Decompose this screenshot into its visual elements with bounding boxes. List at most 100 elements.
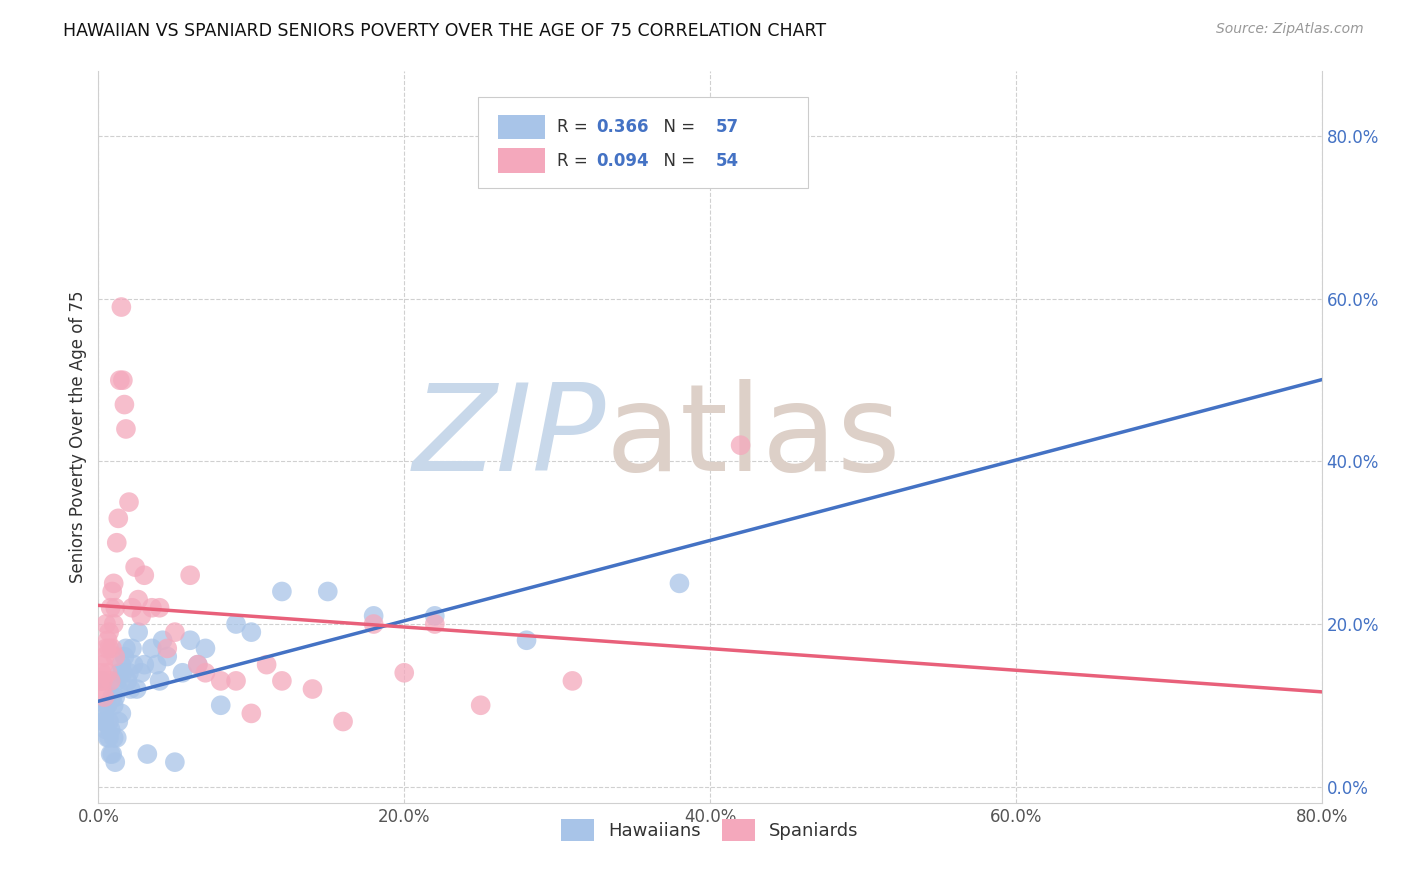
Point <box>91 673 114 688</box>
Point <box>112 398 135 412</box>
Point <box>90 665 112 680</box>
Point <box>149 600 172 615</box>
Point <box>156 649 179 664</box>
Legend: Hawaiians, Spaniards: Hawaiians, Spaniards <box>554 812 866 848</box>
Point <box>516 633 538 648</box>
Point <box>104 690 127 705</box>
Point <box>103 617 125 632</box>
Point <box>111 665 134 680</box>
Point <box>100 723 122 737</box>
Point <box>90 673 112 688</box>
Point <box>93 706 115 721</box>
Point <box>112 649 135 664</box>
Text: 0.366: 0.366 <box>596 118 648 136</box>
Point <box>93 714 115 729</box>
Point <box>103 731 125 745</box>
Point <box>240 706 263 721</box>
Point <box>101 641 124 656</box>
Point <box>240 625 263 640</box>
Point <box>423 617 446 632</box>
Point <box>179 568 201 582</box>
Point <box>93 649 115 664</box>
Point <box>110 300 132 314</box>
Text: Source: ZipAtlas.com: Source: ZipAtlas.com <box>1216 22 1364 37</box>
Point <box>104 649 127 664</box>
Point <box>363 617 385 632</box>
Point <box>94 698 117 713</box>
Point <box>97 698 120 713</box>
Point <box>108 373 131 387</box>
Point <box>118 665 141 680</box>
Point <box>91 657 114 672</box>
Point <box>127 625 149 640</box>
Point <box>301 681 323 696</box>
Point <box>149 673 172 688</box>
Point <box>100 747 122 761</box>
Point <box>225 617 247 632</box>
Point <box>179 633 201 648</box>
Point <box>187 657 209 672</box>
Text: N =: N = <box>652 118 700 136</box>
Point <box>270 584 292 599</box>
Point <box>363 608 385 623</box>
Point <box>125 681 148 696</box>
Point <box>98 625 121 640</box>
Point <box>129 608 152 623</box>
FancyBboxPatch shape <box>498 114 546 139</box>
Point <box>129 665 152 680</box>
Point <box>316 584 339 599</box>
Point <box>97 633 120 648</box>
Point <box>105 731 128 745</box>
Point <box>145 657 167 672</box>
Text: N =: N = <box>652 152 700 169</box>
Point <box>121 600 143 615</box>
Point <box>104 600 127 615</box>
Point <box>194 665 217 680</box>
Point <box>122 657 145 672</box>
Point <box>94 723 117 737</box>
Point <box>107 511 129 525</box>
Point <box>107 714 129 729</box>
Point <box>127 592 149 607</box>
Point <box>105 673 128 688</box>
Point <box>108 665 131 680</box>
Point <box>392 665 416 680</box>
Point <box>117 673 139 688</box>
Point <box>98 731 121 745</box>
FancyBboxPatch shape <box>478 97 808 188</box>
Point <box>332 714 354 729</box>
Point <box>97 731 120 745</box>
FancyBboxPatch shape <box>498 148 546 173</box>
Point <box>225 673 247 688</box>
Point <box>100 600 122 615</box>
Point <box>110 706 132 721</box>
Point <box>101 584 124 599</box>
Point <box>89 673 111 688</box>
Point <box>110 657 132 672</box>
Point <box>98 641 121 656</box>
Point <box>103 576 125 591</box>
Text: R =: R = <box>557 118 593 136</box>
Point <box>136 747 159 761</box>
Text: 54: 54 <box>716 152 740 169</box>
Point <box>256 657 278 672</box>
Point <box>270 673 292 688</box>
Point <box>105 535 128 549</box>
Point <box>152 633 174 648</box>
Point <box>134 568 156 582</box>
Point <box>163 755 186 769</box>
Point <box>118 495 141 509</box>
Point <box>101 747 124 761</box>
Point <box>107 681 129 696</box>
Text: R =: R = <box>557 152 593 169</box>
Text: ZIP: ZIP <box>412 378 606 496</box>
Point <box>111 373 134 387</box>
Point <box>115 641 138 656</box>
Point <box>90 681 112 696</box>
Point <box>730 438 752 452</box>
Point <box>115 422 138 436</box>
Point <box>134 657 156 672</box>
Point <box>124 560 146 574</box>
Point <box>209 698 232 713</box>
Point <box>470 698 492 713</box>
